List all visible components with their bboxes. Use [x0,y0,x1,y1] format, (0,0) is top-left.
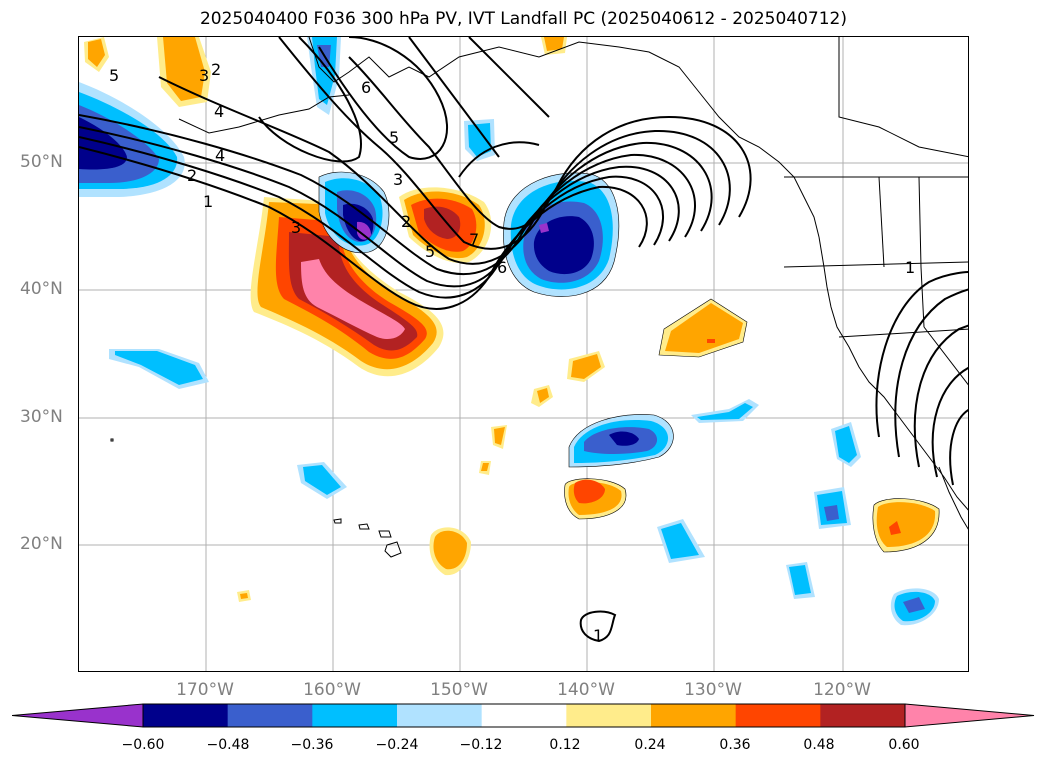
contour-label: 7 [469,230,479,249]
colorbar-tick: −0.60 [121,737,165,753]
contour-label: 1 [203,192,213,211]
colorbar-tick: 0.60 [888,737,920,753]
contour-label: 2 [187,166,197,185]
colorbar-segment [820,704,906,727]
colorbar-tick: 0.36 [719,737,751,753]
colorbar [12,703,1035,728]
lat-label-50n: 50°N [20,152,63,172]
gridlines [79,37,968,671]
contour-label: 3 [393,170,403,189]
colorbar-tick: −0.48 [206,737,250,753]
colorbar-segment [481,704,567,727]
contour-label: 1 [905,258,915,277]
lon-label-140w: 140°W [557,680,615,700]
contour-label: 4 [214,102,224,121]
colorbar-segment [735,704,821,727]
contour-label: 5 [109,66,119,85]
colorbar-border [142,703,906,728]
colorbar-segment [566,704,652,727]
colorbar-extend-high [904,703,1035,728]
contour-labels: 5 3 2 4 4 2 1 3 6 5 3 2 5 7 6 1 1 [109,60,915,645]
contour-label: 2 [211,60,221,79]
colorbar-tick: 0.24 [634,737,666,753]
contours [79,37,968,643]
contour-label: 3 [291,218,301,237]
map-canvas: 5 3 2 4 4 2 1 3 6 5 3 2 5 7 6 1 1 [79,37,968,671]
lon-label-170w: 170°W [176,680,234,700]
contour-label: 1 [593,626,603,645]
colorbar-segment [227,704,313,727]
lon-label-120w: 120°W [813,680,871,700]
lat-label-20n: 20°N [20,534,63,554]
colorbar-segment [397,704,483,727]
contour-label: 6 [361,78,371,97]
colorbar-segment [143,704,229,727]
contour-label: 4 [215,146,225,165]
colorbar-tick: 0.12 [549,737,581,753]
colorbar-segment [312,704,398,727]
colorbar-extend-low [12,703,144,728]
colorbar-tick: −0.36 [290,737,334,753]
colorbar-segment [651,704,737,727]
lon-label-160w: 160°W [303,680,361,700]
contour-label: 3 [199,66,209,85]
contour-label: 2 [401,212,411,231]
colorbar-tick: −0.12 [459,737,503,753]
pv-shading [79,37,940,626]
lon-label-150w: 150°W [430,680,488,700]
lat-label-30n: 30°N [20,407,63,427]
contour-label: 6 [497,258,507,277]
coastlines [110,37,968,558]
colorbar-tick: 0.48 [803,737,835,753]
contour-label: 5 [425,242,435,261]
map-title: 2025040400 F036 300 hPa PV, IVT Landfall… [199,9,847,29]
colorbar-tick: −0.24 [375,737,419,753]
contour-label: 5 [389,128,399,147]
lon-label-130w: 130°W [684,680,742,700]
lat-label-40n: 40°N [20,279,63,299]
map-panel: 5 3 2 4 4 2 1 3 6 5 3 2 5 7 6 1 1 [78,36,969,672]
